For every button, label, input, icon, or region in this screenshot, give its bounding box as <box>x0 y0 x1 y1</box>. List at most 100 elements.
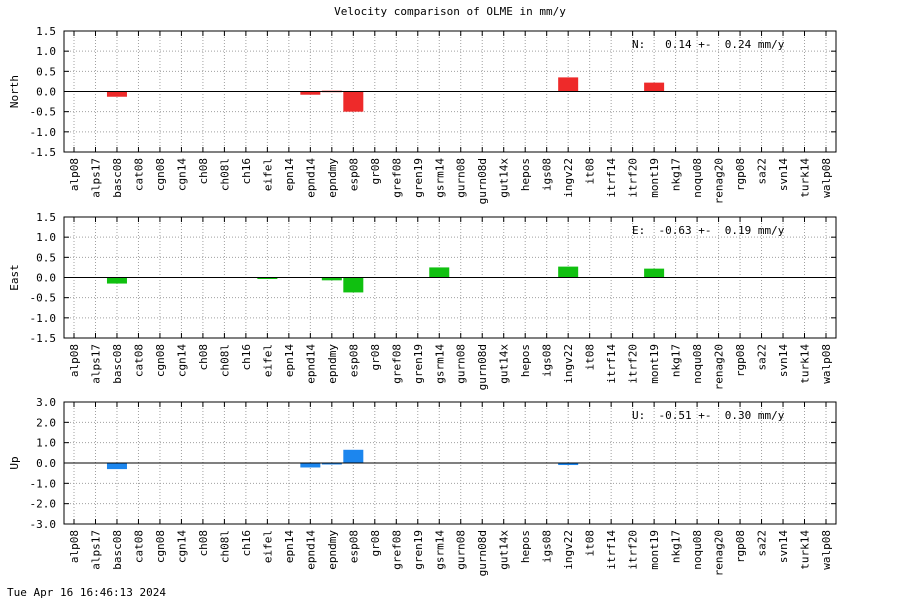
x-tick-label: igs08 <box>541 530 554 563</box>
x-tick-label: ch08l <box>218 344 231 377</box>
y-tick-label: 1.0 <box>36 231 56 244</box>
x-tick-label: hepos <box>519 530 532 563</box>
x-tick-label: gut14x <box>498 530 511 570</box>
x-tick-label: walp08 <box>820 530 833 570</box>
stats-annotation: U: -0.51 +- 0.30 mm/y <box>632 409 785 422</box>
x-tick-label: gref08 <box>390 158 403 198</box>
x-tick-label: gut14x <box>498 344 511 384</box>
x-tick-label: ch08 <box>197 158 210 185</box>
x-tick-label: noqu08 <box>691 530 704 570</box>
x-tick-label: turk14 <box>799 344 812 384</box>
x-tick-label: gurn08d <box>476 344 489 390</box>
bar-epndmy <box>321 277 342 281</box>
x-tick-label: ch16 <box>240 158 253 185</box>
bar-epndmy <box>321 463 342 465</box>
x-tick-label: cgn08 <box>154 344 167 377</box>
y-axis-label: Up <box>8 456 21 469</box>
x-tick-label: ingv22 <box>562 158 575 198</box>
x-tick-label: gsrm14 <box>433 158 446 198</box>
x-tick-label: nkg17 <box>670 158 683 191</box>
x-tick-label: svn14 <box>777 530 790 563</box>
x-tick-label: gren19 <box>412 344 425 384</box>
x-tick-label: ch16 <box>240 530 253 557</box>
x-tick-label: rgp08 <box>734 530 747 563</box>
x-tick-label: renag20 <box>713 344 726 390</box>
bar-eifel <box>257 277 278 279</box>
x-tick-label: gren19 <box>412 158 425 198</box>
y-tick-label: -1.5 <box>30 146 57 159</box>
x-tick-label: gref08 <box>390 530 403 570</box>
x-tick-label: epndmy <box>326 344 339 384</box>
x-tick-label: nkg17 <box>670 344 683 377</box>
x-tick-label: ch08 <box>197 344 210 371</box>
x-tick-label: gsrm14 <box>433 344 446 384</box>
x-tick-label: epn14 <box>283 344 296 377</box>
bar-epnd14 <box>300 463 321 468</box>
x-tick-label: igs08 <box>541 344 554 377</box>
x-tick-label: gref08 <box>390 344 403 384</box>
x-tick-label: alp08 <box>68 530 81 563</box>
x-tick-label: sa22 <box>756 530 769 557</box>
y-tick-label: 1.5 <box>36 25 56 38</box>
x-tick-label: eifel <box>261 158 274 191</box>
x-tick-label: rgp08 <box>734 158 747 191</box>
x-tick-label: basc08 <box>111 158 124 198</box>
x-tick-label: esp08 <box>347 530 360 563</box>
x-tick-label: noqu08 <box>691 344 704 384</box>
x-tick-label: alp08 <box>68 158 81 191</box>
timestamp: Tue Apr 16 16:46:13 2024 <box>7 586 166 599</box>
y-tick-label: -1.0 <box>30 126 57 139</box>
x-tick-label: gr08 <box>369 344 382 371</box>
stats-annotation: N: 0.14 +- 0.24 mm/y <box>632 38 785 51</box>
x-tick-label: walp08 <box>820 158 833 198</box>
y-axis-label: East <box>8 264 21 291</box>
x-tick-label: mont19 <box>648 344 661 384</box>
x-tick-label: cat08 <box>132 158 145 191</box>
x-tick-label: epnd14 <box>304 530 317 570</box>
x-tick-label: cgn08 <box>154 158 167 191</box>
x-tick-label: cgn14 <box>175 344 188 377</box>
plot-frame <box>63 401 837 525</box>
x-tick-label: turk14 <box>799 158 812 198</box>
x-tick-label: eifel <box>261 344 274 377</box>
x-tick-label: svn14 <box>777 344 790 377</box>
x-tick-label: gr08 <box>369 530 382 557</box>
x-tick-label: esp08 <box>347 158 360 191</box>
x-tick-label: epndmy <box>326 530 339 570</box>
chart-panel-east: 1.5 1.0 0.5 0.0 -0.5 -1.0 -1.5 alp08 alps17 basc0… <box>8 211 837 390</box>
x-tick-label: cat08 <box>132 530 145 563</box>
x-tick-label: gurn08d <box>476 530 489 576</box>
x-tick-label: cgn14 <box>175 158 188 191</box>
chart-panel-north: 1.5 1.0 0.5 0.0 -0.5 -1.0 -1.5 alp08 alps17 basc0… <box>8 25 837 204</box>
bar-esp08 <box>343 91 364 112</box>
chart-panel-up: 3.0 2.0 1.0 0.0 -1.0 -2.0 -3.0 alp08 alps17 basc0… <box>8 396 837 576</box>
y-tick-label: 0.0 <box>36 457 56 470</box>
x-tick-label: it08 <box>584 530 597 557</box>
x-tick-label: gurn08d <box>476 158 489 204</box>
bar-epnd14 <box>300 91 321 95</box>
y-tick-label: 1.0 <box>36 45 56 58</box>
x-tick-label: alps17 <box>89 344 102 384</box>
bar-mont19 <box>644 82 665 92</box>
x-tick-label: basc08 <box>111 344 124 384</box>
bar-ingv22 <box>558 266 579 278</box>
stats-annotation: E: -0.63 +- 0.19 mm/y <box>632 224 785 237</box>
x-tick-label: renag20 <box>713 158 726 204</box>
x-tick-label: noqu08 <box>691 158 704 198</box>
bar-basc08 <box>106 91 127 97</box>
y-tick-label: -2.0 <box>30 498 57 511</box>
x-tick-label: mont19 <box>648 530 661 570</box>
x-tick-label: rgp08 <box>734 344 747 377</box>
x-tick-label: gr08 <box>369 158 382 185</box>
x-tick-label: eifel <box>261 530 274 563</box>
x-tick-label: epn14 <box>283 530 296 563</box>
x-tick-label: hepos <box>519 158 532 191</box>
x-tick-label: ch08 <box>197 530 210 557</box>
x-tick-label: epndmy <box>326 158 339 198</box>
x-tick-label: itrf14 <box>605 344 618 384</box>
x-tick-label: renag20 <box>713 530 726 576</box>
y-tick-label: 0.5 <box>36 65 56 78</box>
y-tick-label: -0.5 <box>30 106 57 119</box>
y-tick-label: 0.0 <box>36 86 56 99</box>
x-tick-label: ch16 <box>240 344 253 371</box>
